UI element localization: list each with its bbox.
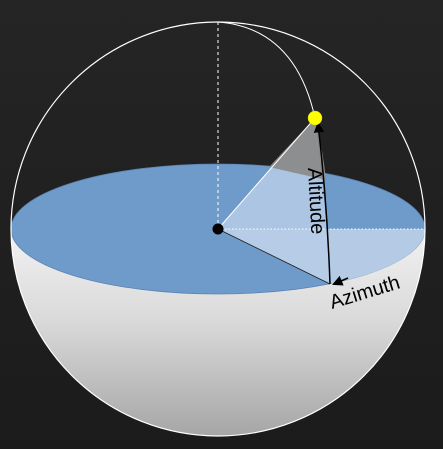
altitude-wedge [269,118,326,180]
observer-dot [212,223,224,235]
altitude-arc [313,121,331,285]
celestial-object [307,110,323,126]
azimuth-arrow [332,275,349,286]
altitude-label: Altitude [303,167,328,235]
star-direction-line [217,117,316,230]
azimuth-direction-line [217,228,331,285]
celestial-sphere-outline [10,21,426,437]
lower-hemisphere [11,229,425,436]
meridian-arc [217,21,316,119]
